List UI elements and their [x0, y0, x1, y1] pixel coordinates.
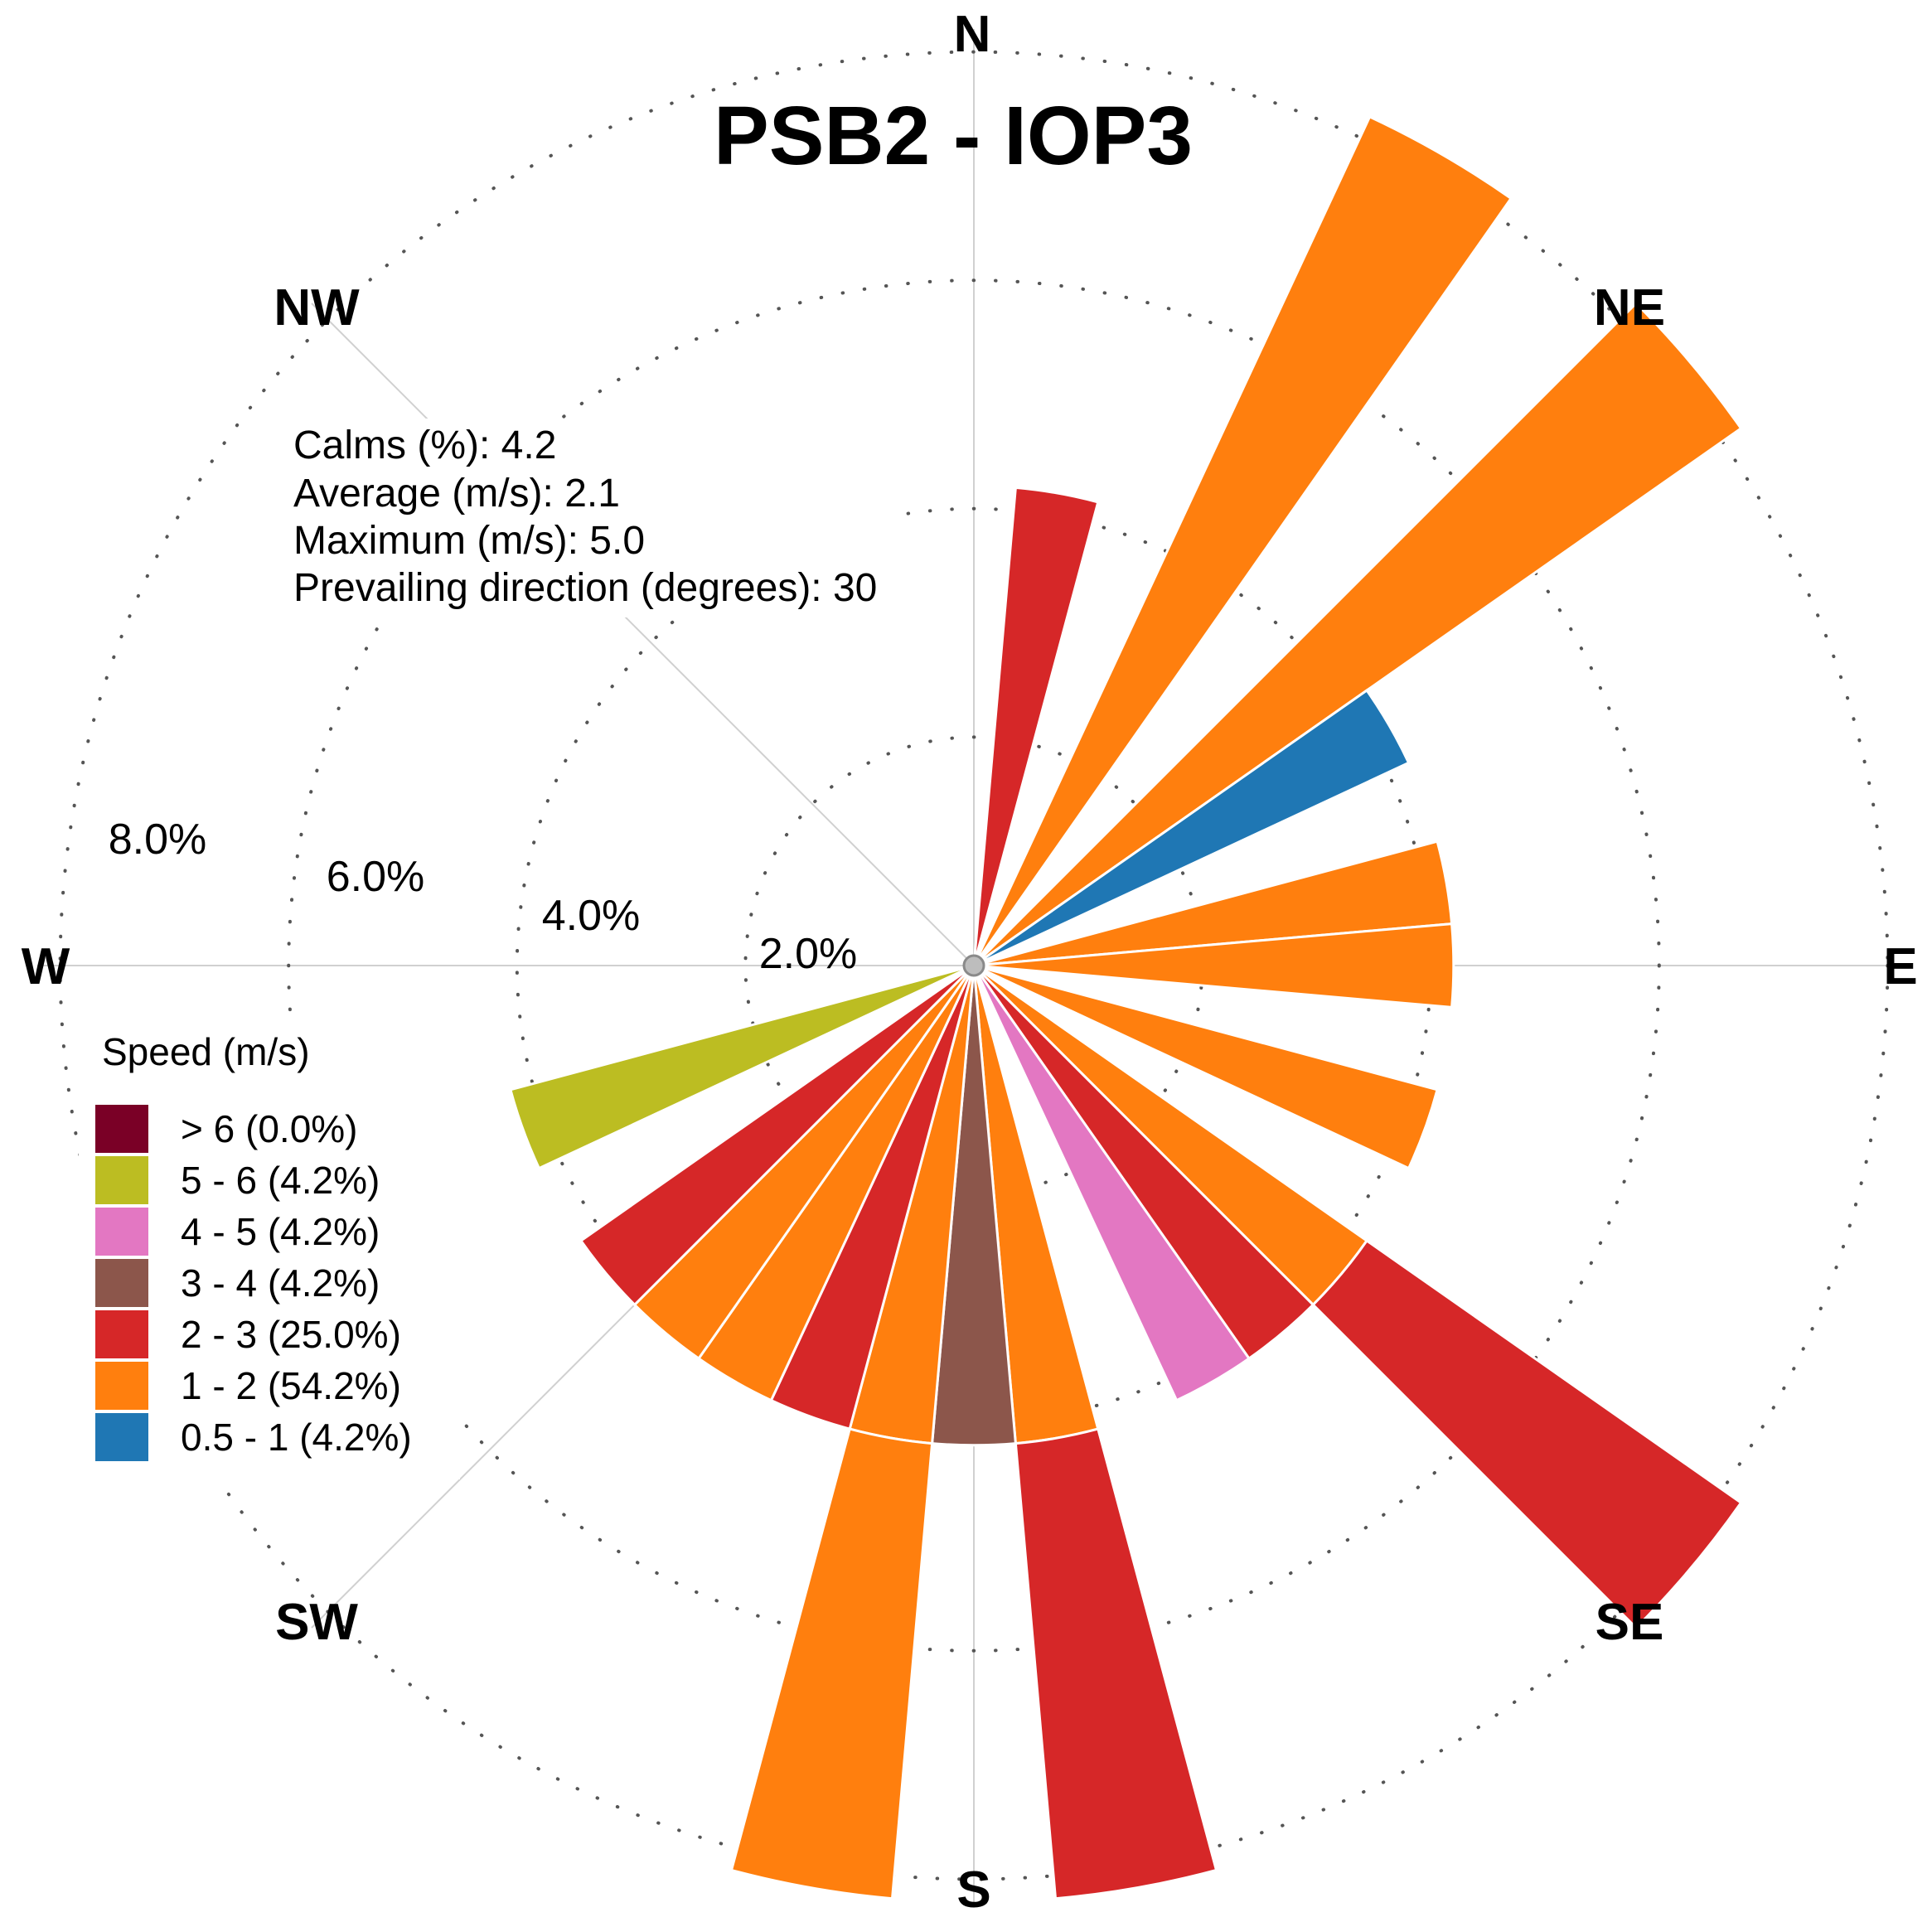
wind-bar-250-deg: [509, 964, 975, 1170]
wind-bar-50-deg: [972, 301, 1743, 967]
legend-label: 1 - 2 (54.2%): [181, 1364, 401, 1407]
wind-bar-30-deg: [972, 114, 1513, 966]
legend-label: 4 - 5 (4.2%): [181, 1210, 380, 1253]
grid-ring: [58, 50, 1890, 1881]
legend-items: > 6 (0.0%) 5 - 6 (4.2%) 4 - 5 (4.2%) 3 - 4 …: [95, 1105, 412, 1461]
wind-bar-110-deg: [973, 964, 1439, 1170]
legend-swatch: [95, 1105, 148, 1153]
legend-swatch: [95, 1259, 148, 1307]
ring-label-6: 6.0%: [327, 853, 425, 901]
legend-label: > 6 (0.0%): [181, 1107, 358, 1150]
legend-title: Speed (m/s): [102, 1030, 310, 1073]
wind-bar-90-deg: [973, 922, 1455, 1009]
wind-bar-60-deg: [973, 688, 1411, 967]
wind-bar-230-deg: [579, 964, 976, 1307]
wind-bar-170-deg: [1014, 1427, 1218, 1900]
wind-bar-150-deg: [972, 965, 1252, 1402]
chart-title: PSB2 - IOP3: [714, 90, 1193, 182]
ring-label-2: 2.0%: [759, 930, 858, 978]
wind-bar-10-deg: [972, 486, 1100, 966]
ring-label-8: 8.0%: [109, 816, 207, 864]
compass-label-ne: NE: [1594, 279, 1665, 336]
grid-ring: [287, 278, 1661, 1653]
legend-label: 3 - 4 (4.2%): [181, 1261, 380, 1305]
stats-background: [274, 419, 903, 617]
legend-label: 5 - 6 (4.2%): [181, 1159, 380, 1202]
grid-spoke: [311, 303, 975, 966]
compass-label-e: E: [1883, 938, 1917, 995]
legend-label: 2 - 3 (25.0%): [181, 1313, 401, 1356]
wind-bar-190-deg: [729, 1427, 934, 1900]
compass-label-nw: NW: [274, 279, 360, 336]
legend-swatch: [95, 1413, 148, 1461]
ring-label-4: 4.0%: [542, 892, 641, 940]
center-dot: [962, 954, 985, 977]
compass-label-w: W: [22, 938, 70, 995]
compass-label-n: N: [954, 6, 991, 63]
stat-maximum: Maximum (m/s): 5.0: [293, 519, 645, 563]
legend-swatch: [95, 1362, 148, 1410]
wind-bar-130-deg: [1311, 1238, 1743, 1630]
legend: Speed (m/s) > 6 (0.0%) 5 - 6 (4.2%) 4 - 5 …: [79, 1015, 460, 1479]
legend-swatch: [95, 1310, 148, 1358]
compass-label-sw: SW: [275, 1594, 358, 1651]
legend-swatch: [95, 1208, 148, 1256]
stat-calms: Calms (%): 4.2: [293, 424, 556, 467]
stat-prevailing-direction: Prevailing direction (degrees): 30: [293, 566, 877, 610]
compass-label-se: SE: [1595, 1594, 1664, 1651]
legend-swatch: [95, 1156, 148, 1204]
wind-rose-bars: [509, 114, 1743, 1900]
compass-label-s: S: [956, 1861, 990, 1917]
stat-average: Average (m/s): 2.1: [293, 472, 620, 516]
legend-label: 0.5 - 1 (4.2%): [181, 1416, 412, 1459]
